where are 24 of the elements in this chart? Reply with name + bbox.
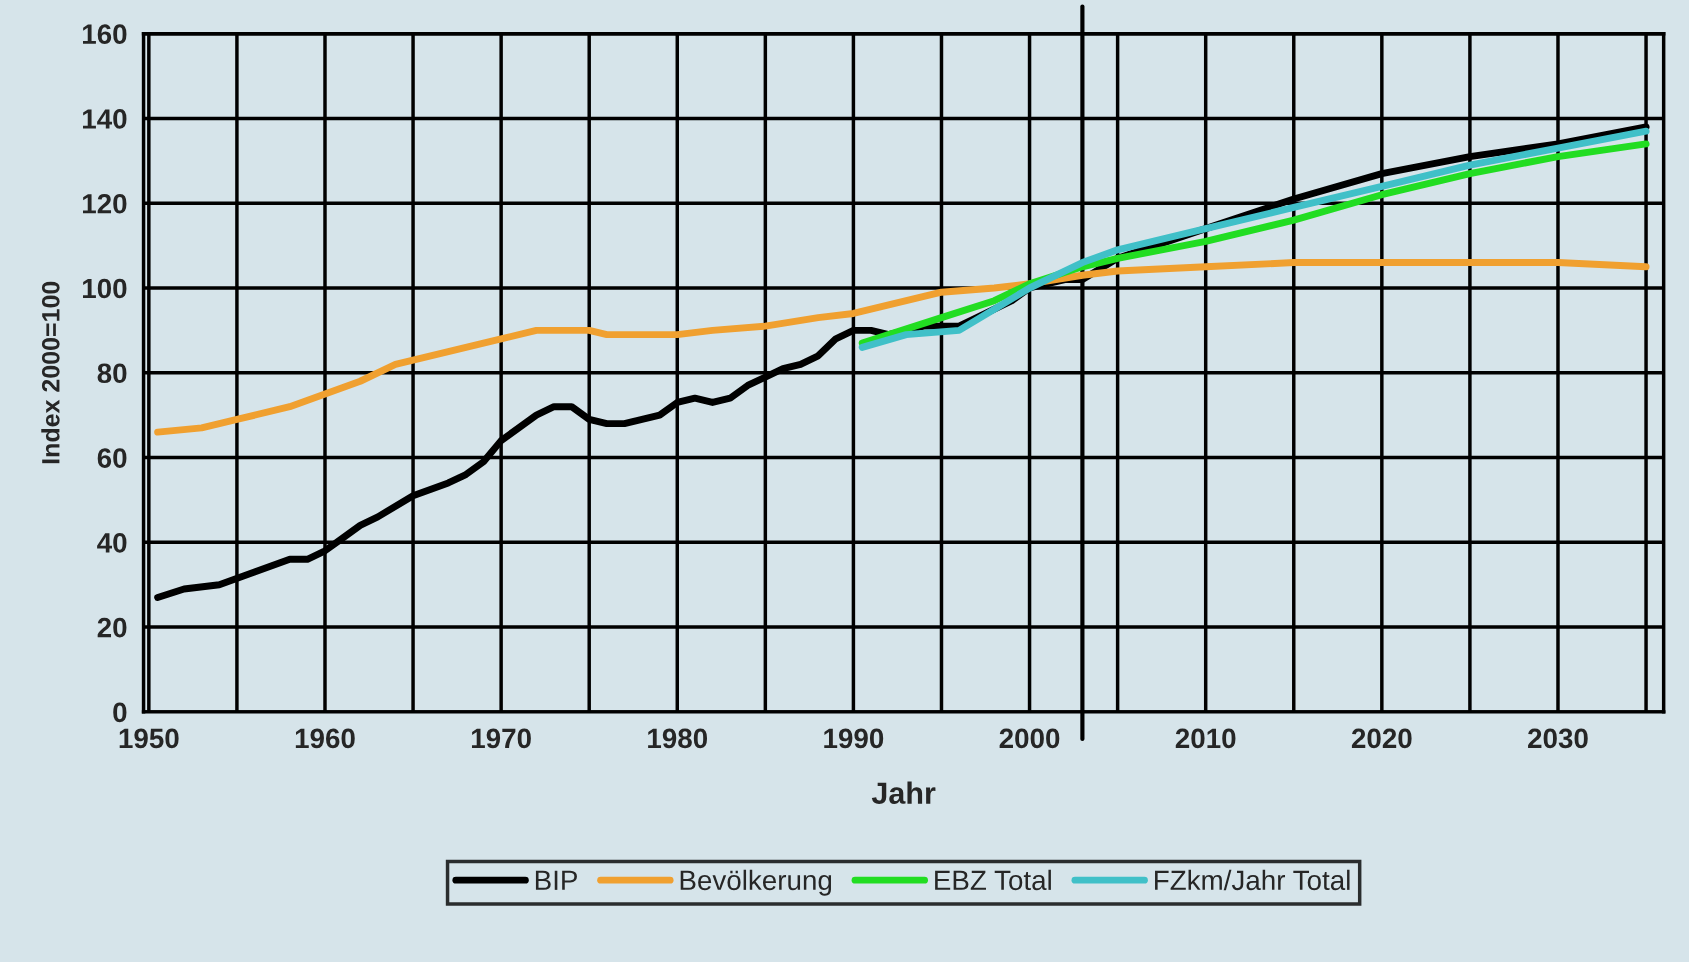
legend-label: EBZ Total: [935, 869, 1051, 891]
y-axis-title: Index 2000=100: [41, 281, 60, 464]
legend-label: BIP: [535, 870, 577, 890]
y-tick-label: 80: [97, 363, 127, 384]
x-tick-label: 1950: [119, 728, 179, 749]
y-tick-label: 40: [97, 533, 127, 553]
y-tick-label: 0: [113, 702, 127, 723]
x-tick-label: 2010: [1175, 728, 1236, 749]
x-axis-title: Jahr: [871, 781, 936, 804]
legend-label: FZkm/Jahr Total: [1155, 869, 1350, 891]
y-tick-label: 20: [97, 617, 127, 638]
x-tick-label: 2000: [999, 728, 1060, 749]
x-tick-label: 1960: [295, 728, 355, 749]
x-tick-label: 1970: [471, 728, 531, 749]
x-tick-label: 2030: [1528, 728, 1588, 749]
legend-label: Bevölkerung: [680, 869, 832, 896]
y-tick-label: 140: [83, 109, 127, 129]
y-tick-label: 160: [83, 24, 127, 45]
y-tick-label: 120: [83, 193, 127, 214]
y-tick-label: 60: [97, 448, 127, 468]
x-tick-label: 2020: [1351, 728, 1412, 749]
y-tick-label: 100: [83, 278, 127, 299]
x-tick-label: 1990: [824, 728, 884, 749]
x-tick-label: 1980: [648, 728, 708, 749]
